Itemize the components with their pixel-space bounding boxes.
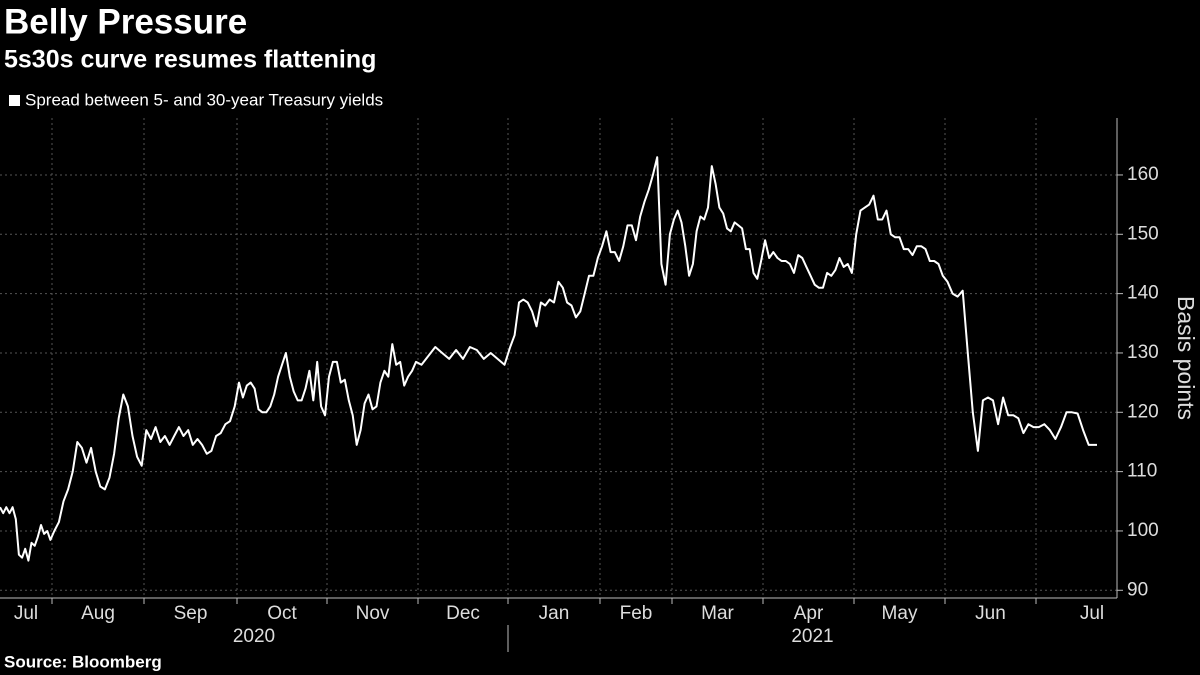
y-tick-label: 90 (1127, 579, 1148, 600)
year-label: 2021 (791, 626, 833, 647)
y-tick-label: 150 (1127, 223, 1159, 244)
x-tick-label: Sep (174, 603, 208, 624)
x-tick-label: Feb (620, 603, 653, 624)
x-tick-label: Jul (1080, 603, 1104, 624)
line (0, 156, 1097, 562)
x-tick-label: Jun (975, 603, 1006, 624)
y-tick-label: 160 (1127, 164, 1159, 185)
x-tick-label: Dec (446, 603, 480, 624)
x-tick-label: Oct (267, 603, 297, 624)
y-tick-label: 100 (1127, 520, 1159, 541)
y-tick-label: 120 (1127, 401, 1159, 422)
chart-subtitle: 5s30s curve resumes flattening (4, 46, 376, 74)
x-tick-label: Mar (701, 603, 734, 624)
chart-title: Belly Pressure (4, 2, 247, 41)
source: Source: Bloomberg (4, 652, 162, 671)
legend-swatch (9, 95, 20, 106)
x-tick-label: Nov (356, 603, 390, 624)
y-tick-label: 110 (1127, 461, 1157, 482)
legend-label: Spread between 5- and 30-year Treasury y… (25, 90, 383, 109)
y-tick-label: 130 (1127, 342, 1159, 363)
y-axis-label: Basis points (1173, 296, 1199, 420)
x-tick-label: Apr (794, 603, 824, 624)
x-tick-label: May (882, 603, 918, 624)
y-tick-label: 140 (1127, 283, 1159, 304)
x-tick-label: Aug (81, 603, 115, 624)
x-tick-label: Jul (14, 603, 38, 624)
year-label: 2020 (233, 626, 275, 647)
x-tick-label: Jan (539, 603, 570, 624)
